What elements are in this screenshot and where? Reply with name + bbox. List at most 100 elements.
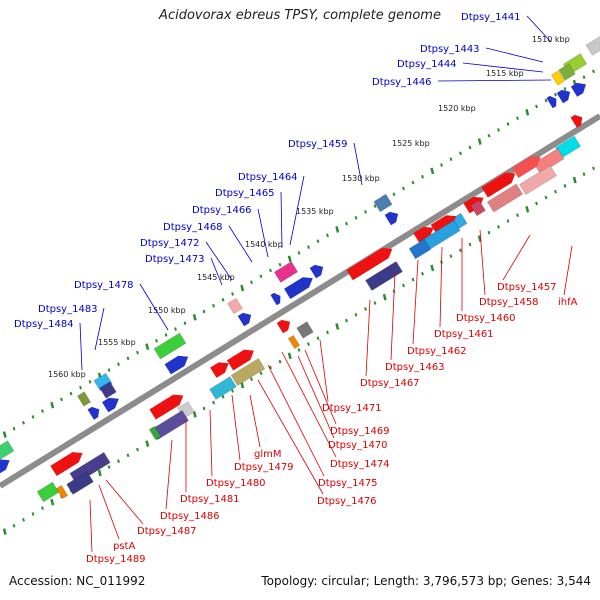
ruler-tick	[592, 69, 595, 74]
ruler-tick	[174, 327, 177, 331]
ruler-tick	[22, 420, 25, 425]
gene-label-forward: Dtpsy_1444	[397, 59, 457, 70]
ruler-tick	[240, 284, 245, 292]
leader-line	[502, 234, 531, 281]
gene-feature	[384, 211, 399, 226]
leader-line	[365, 299, 371, 377]
gene-arrow	[346, 247, 393, 281]
gene-box	[373, 193, 393, 213]
gene-feature	[287, 334, 301, 350]
gene-box	[533, 147, 565, 175]
ruler-tick	[155, 338, 158, 343]
ruler-label: 1520 kbp	[438, 104, 476, 113]
gene-box	[226, 297, 244, 315]
ruler-tick	[592, 166, 595, 171]
gene-label-forward: Dtpsy_1473	[145, 254, 205, 265]
ruler-tick	[497, 128, 500, 132]
ruler-tick	[316, 239, 320, 244]
gene-feature	[570, 82, 586, 97]
ruler-tick	[97, 469, 102, 477]
gene-feature	[65, 470, 95, 496]
gene-feature	[55, 484, 69, 500]
leader-line	[412, 259, 419, 345]
ruler-tick	[354, 215, 358, 220]
ruler-tick	[335, 323, 340, 330]
gene-box	[486, 183, 524, 213]
gene-box	[208, 375, 238, 401]
gene-box	[296, 321, 314, 339]
ruler-tick	[449, 254, 453, 258]
leader-line	[390, 271, 396, 361]
gene-label-reverse: Dtpsy_1470	[328, 440, 388, 451]
gene-box	[364, 260, 404, 292]
gene-feature	[469, 199, 487, 217]
gene-feature	[76, 391, 92, 407]
ruler-label: 1510 kbp	[532, 35, 570, 44]
ruler-label: 1550 kbp	[148, 306, 186, 315]
ruler-tick	[506, 219, 510, 223]
leader-line	[462, 62, 544, 73]
ruler-tick	[421, 271, 424, 276]
ruler-tick	[345, 318, 348, 323]
ruler-tick	[554, 92, 557, 97]
leader-line	[98, 484, 120, 540]
gene-label-forward: Dtpsy_1441	[461, 12, 521, 23]
ruler-tick	[145, 440, 150, 447]
ruler-label: 1555 kbp	[98, 338, 136, 347]
ruler-tick	[326, 330, 329, 335]
gene-feature	[518, 164, 558, 196]
ruler-tick	[449, 157, 453, 161]
gene-arrow	[237, 312, 252, 327]
gene-feature	[237, 312, 252, 327]
ruler-label: 1545 kbp	[197, 273, 235, 282]
gene-label-reverse: Dtpsy_1462	[407, 346, 467, 357]
leader-line	[257, 379, 324, 495]
leader-line	[319, 339, 329, 402]
gene-feature	[430, 215, 457, 235]
accession-text: Accession: NC_011992	[9, 574, 146, 588]
ruler-tick	[430, 264, 435, 272]
ruler-tick	[468, 145, 472, 150]
gene-feature	[208, 375, 238, 401]
leader-line	[94, 307, 105, 351]
ruler-tick	[307, 342, 310, 346]
gene-label-forward: Dtpsy_1472	[140, 238, 200, 249]
gene-label-reverse: Dtpsy_1467	[360, 378, 420, 389]
ruler-tick	[525, 109, 530, 116]
ruler-tick	[459, 248, 462, 253]
leader-line	[437, 79, 552, 82]
leader-line	[289, 175, 305, 246]
ruler-tick	[117, 459, 120, 464]
ruler-tick	[516, 213, 519, 217]
ruler-tick	[145, 343, 150, 350]
gene-label-reverse: Dtpsy_1486	[160, 511, 220, 522]
ruler-tick	[278, 262, 282, 267]
leader-line	[228, 225, 253, 263]
ruler-tick	[354, 312, 358, 317]
ruler-tick	[506, 122, 510, 126]
ruler-tick	[411, 180, 415, 185]
ruler-tick	[31, 512, 35, 516]
leader-line	[139, 283, 169, 331]
leader-line	[165, 439, 173, 510]
gene-label-reverse: Dtpsy_1458	[479, 297, 539, 308]
gene-box	[558, 63, 576, 81]
gene-arrow	[481, 172, 516, 198]
ruler-tick	[316, 336, 320, 341]
ruler-tick	[278, 359, 282, 364]
ruler-tick	[192, 411, 197, 418]
gene-feature	[284, 277, 313, 299]
ruler-tick	[269, 365, 272, 370]
leader-line	[479, 229, 486, 296]
gene-arrow	[430, 215, 457, 235]
ruler-tick	[31, 415, 35, 419]
gene-label-reverse: Dtpsy_1457	[497, 282, 557, 293]
gene-arrow	[164, 355, 189, 375]
gene-feature	[556, 89, 571, 104]
gene-label-reverse: Dtpsy_1474	[330, 459, 390, 470]
gene-box	[230, 357, 266, 387]
gene-arrow	[0, 459, 10, 475]
gene-label-reverse: Dtpsy_1475	[318, 478, 378, 489]
gene-box	[287, 334, 301, 350]
ruler-label: 1515 kbp	[486, 69, 524, 78]
